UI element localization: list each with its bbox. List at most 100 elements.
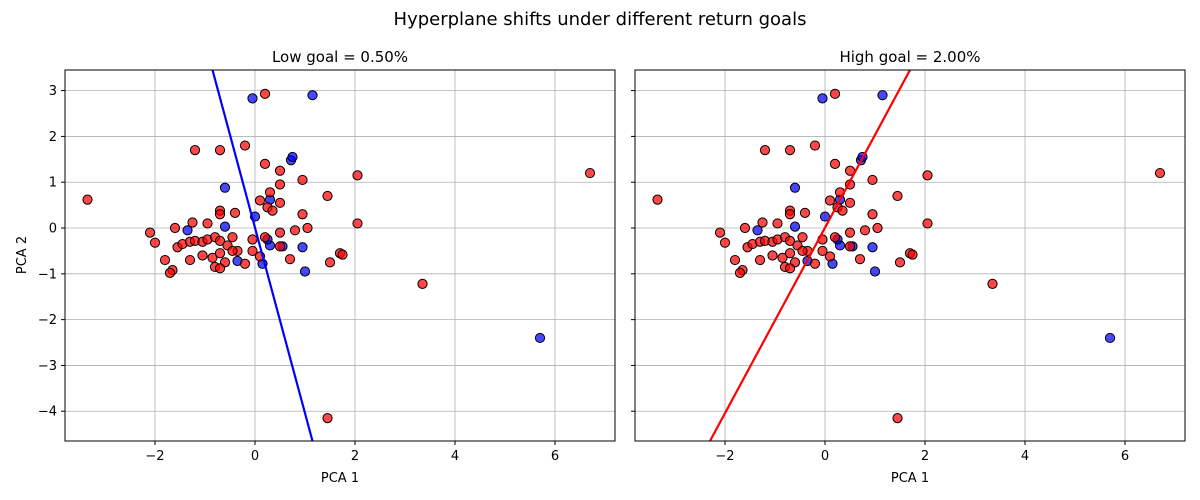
y-axis-label: PCA 2 <box>15 236 30 274</box>
data-point-red <box>302 222 313 234</box>
data-point-blue <box>1104 332 1116 344</box>
data-point-red <box>214 145 226 156</box>
x-tick-label: 4 <box>1021 449 1029 464</box>
x-tick-label: 4 <box>451 449 459 464</box>
data-point-red <box>324 257 336 268</box>
data-point-blue <box>287 151 298 163</box>
x-tick-label: 6 <box>551 449 559 464</box>
data-point-red <box>872 222 883 234</box>
data-point-red <box>259 158 271 169</box>
data-point-red <box>824 195 836 206</box>
data-point-red <box>274 179 286 190</box>
axis-ticks: −2 0 2 4 6 −4 −3 −2 −1 0 1 2 3 <box>38 84 559 464</box>
figure-suptitle: Hyperplane shifts under different return… <box>394 9 807 30</box>
data-point-red <box>417 278 428 289</box>
data-point-red <box>784 263 796 274</box>
data-point-blue <box>297 242 308 253</box>
data-point-red <box>247 234 258 245</box>
data-point-blue <box>869 266 881 277</box>
data-point-red <box>202 218 213 229</box>
data-point-blue <box>182 225 193 236</box>
data-point-red <box>189 145 201 156</box>
data-point-red <box>284 254 296 265</box>
data-point-red <box>757 217 768 228</box>
x-tick-label: 2 <box>351 449 359 464</box>
data-point-red <box>777 252 788 263</box>
data-point-blue <box>219 221 231 232</box>
data-point-red <box>297 209 308 220</box>
data-point-red <box>214 263 226 274</box>
data-point-red <box>247 245 258 257</box>
grid-lines <box>65 70 615 441</box>
data-point-red <box>844 197 856 208</box>
data-point-blue <box>299 266 311 277</box>
data-point-red <box>274 165 286 176</box>
grid-lines <box>635 70 1185 441</box>
data-point-blue <box>867 242 878 253</box>
y-tick-label: 1 <box>49 176 57 191</box>
x-axis-label: PCA 1 <box>891 471 929 486</box>
data-point-red <box>759 145 771 156</box>
data-point-red <box>352 218 363 229</box>
data-point-red <box>824 251 836 262</box>
data-point-red <box>854 254 866 265</box>
x-tick-label: 0 <box>821 449 829 464</box>
data-point-red <box>164 267 176 279</box>
data-point-red <box>337 249 348 260</box>
data-point-red <box>197 250 208 261</box>
data-point-red <box>829 232 841 243</box>
data-point-red <box>652 194 663 205</box>
x-tick-label: 0 <box>251 449 259 464</box>
data-point-blue <box>817 93 828 104</box>
data-point-red <box>274 197 286 208</box>
data-point-red <box>844 227 856 238</box>
data-point-red <box>837 205 848 216</box>
data-point-red <box>829 158 841 169</box>
data-point-red <box>734 267 746 279</box>
y-tick-label: −1 <box>38 267 57 282</box>
hyperplane-line <box>709 70 911 441</box>
data-point-red <box>187 217 198 228</box>
data-point-red <box>784 209 796 220</box>
y-tick-label: 0 <box>49 222 57 237</box>
data-point-red <box>907 249 918 260</box>
axis-ticks: −2 0 2 4 6 <box>631 90 1129 464</box>
data-point-red <box>714 227 726 238</box>
data-point-red <box>214 235 226 246</box>
data-point-red <box>844 241 856 252</box>
data-point-red <box>859 225 871 236</box>
data-point-red <box>259 88 271 99</box>
data-point-red <box>239 140 251 151</box>
data-point-red <box>584 167 596 179</box>
scatter-points <box>652 88 1166 424</box>
data-point-blue <box>219 182 231 193</box>
chart-panel-left: Low goal = 0.50% PCA 1 PCA 2 −2 0 2 4 6−4−3−… <box>15 48 616 486</box>
data-point-red <box>809 140 821 151</box>
data-point-red <box>289 225 301 236</box>
data-point-red <box>772 218 783 229</box>
chart-title: High goal = 2.00% <box>839 48 980 66</box>
data-point-red <box>892 190 903 202</box>
data-point-red <box>322 412 333 424</box>
data-point-blue <box>789 221 801 232</box>
data-point-red <box>264 187 276 198</box>
data-point-red <box>784 145 796 156</box>
x-tick-label: −2 <box>145 449 164 464</box>
data-point-red <box>144 227 156 238</box>
y-tick-label: −4 <box>38 405 57 420</box>
data-point-red <box>267 205 278 216</box>
data-point-red <box>797 245 808 257</box>
data-point-red <box>922 170 933 181</box>
data-point-red <box>799 207 811 219</box>
data-point-red <box>297 174 308 186</box>
data-point-red <box>739 222 751 234</box>
data-point-red <box>892 412 903 424</box>
data-point-blue <box>819 211 831 222</box>
data-point-red <box>169 222 181 234</box>
data-point-red <box>809 258 821 269</box>
data-point-red <box>817 245 828 257</box>
data-point-red <box>207 252 218 263</box>
chart-title: Low goal = 0.50% <box>272 48 408 66</box>
data-point-red <box>797 232 808 243</box>
